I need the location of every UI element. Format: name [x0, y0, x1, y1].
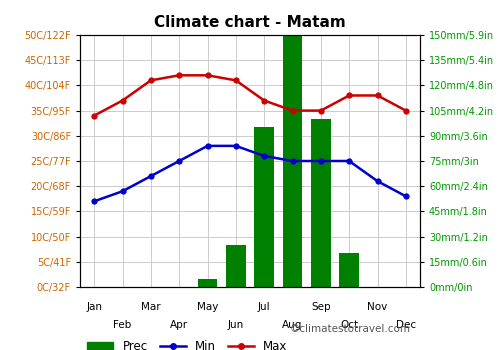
- Bar: [340, 253, 359, 287]
- Text: Aug: Aug: [282, 320, 302, 330]
- Text: May: May: [197, 302, 218, 312]
- Bar: [226, 245, 246, 287]
- Text: Apr: Apr: [170, 320, 188, 330]
- Bar: [282, 35, 302, 287]
- Legend: Prec, Min, Max: Prec, Min, Max: [82, 336, 292, 350]
- Text: Oct: Oct: [340, 320, 358, 330]
- Bar: [254, 127, 274, 287]
- Text: Mar: Mar: [141, 302, 161, 312]
- Title: Climate chart - Matam: Climate chart - Matam: [154, 15, 346, 30]
- Text: ©climatestotravel.com: ©climatestotravel.com: [290, 324, 411, 334]
- Bar: [198, 279, 218, 287]
- Bar: [311, 119, 331, 287]
- Text: Sep: Sep: [311, 302, 330, 312]
- Text: Jun: Jun: [228, 320, 244, 330]
- Text: Jul: Jul: [258, 302, 270, 312]
- Text: Nov: Nov: [368, 302, 388, 312]
- Text: Jan: Jan: [86, 302, 102, 312]
- Text: Feb: Feb: [114, 320, 132, 330]
- Text: Dec: Dec: [396, 320, 416, 330]
